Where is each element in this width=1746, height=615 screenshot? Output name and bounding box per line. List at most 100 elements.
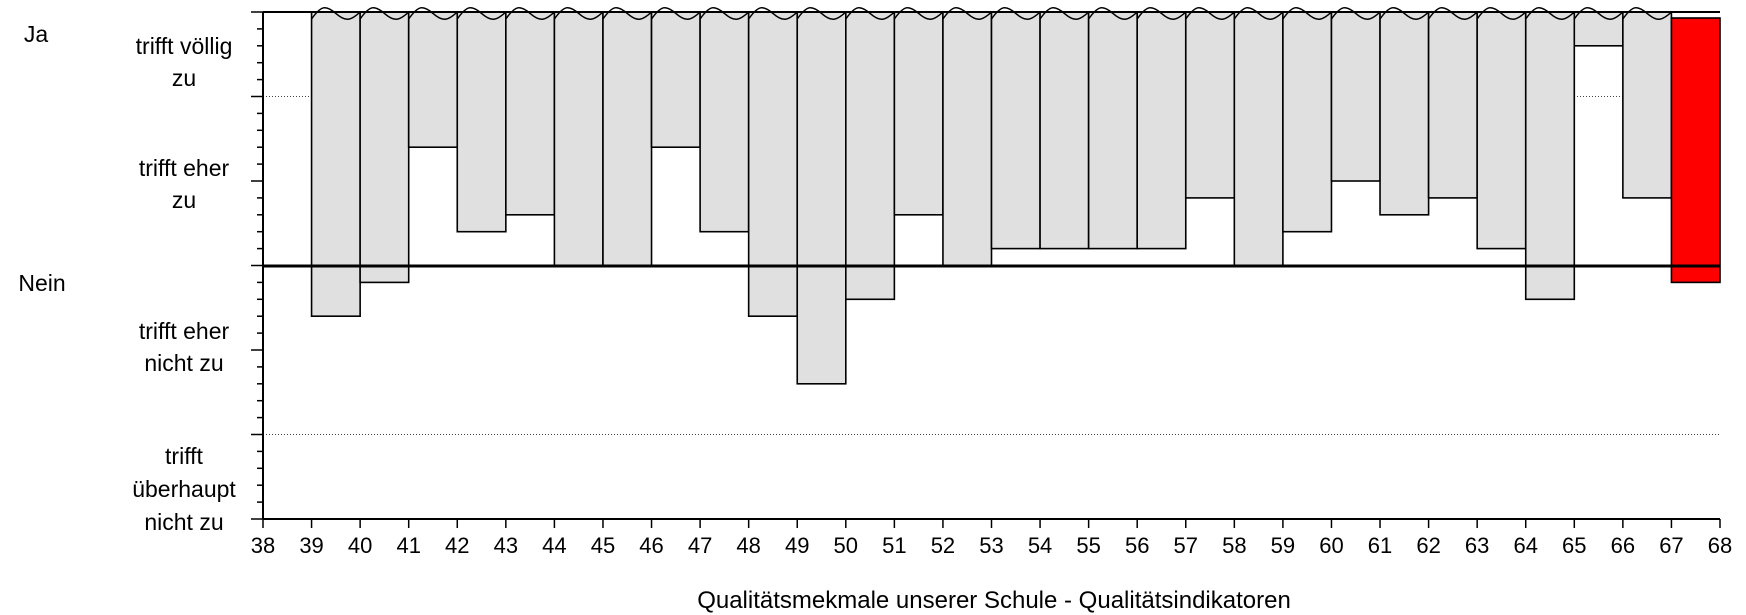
- bar-54: [1039, 11, 1090, 250]
- x-tick-label: 38: [251, 533, 275, 558]
- bar-62: [1427, 11, 1478, 199]
- bar-45: [602, 11, 653, 267]
- bar-break-59: [1282, 7, 1332, 21]
- y-level-line: trifft völlig: [136, 33, 233, 59]
- y-level-line: trifft: [165, 443, 204, 469]
- bar-break-51: [893, 7, 944, 21]
- x-tick-label: 56: [1125, 533, 1149, 558]
- bar-break-39: [310, 7, 361, 21]
- y-level-line: nicht zu: [144, 350, 223, 376]
- x-tick-label: 65: [1562, 533, 1586, 558]
- bar-49: [796, 11, 847, 385]
- x-tick-label: 64: [1513, 533, 1537, 558]
- x-tick-label: 46: [639, 533, 663, 558]
- bar-break-41: [408, 7, 458, 21]
- bar-break-61: [1379, 7, 1430, 21]
- x-tick-label: 44: [542, 533, 566, 558]
- x-tick-label: 43: [494, 533, 518, 558]
- bar-break-62: [1427, 7, 1478, 21]
- bar-break-57: [1185, 7, 1235, 21]
- bar-60: [1330, 11, 1381, 182]
- bar-break-64: [1525, 7, 1575, 21]
- x-tick-label: 59: [1271, 533, 1295, 558]
- bar-67: [1670, 17, 1721, 284]
- axes-layer: [251, 11, 1721, 528]
- x-tick-label: 50: [834, 533, 858, 558]
- x-tick-label: 40: [348, 533, 372, 558]
- y-level-label-4: trifft überhaupt nicht zu: [132, 443, 236, 535]
- y-level-line: zu: [172, 187, 196, 213]
- x-tick-label: 42: [445, 533, 469, 558]
- bar-42: [456, 11, 507, 233]
- bar-break-49: [796, 7, 847, 21]
- bar-55: [1087, 11, 1138, 250]
- bar-40: [359, 11, 410, 284]
- x-tick-label: 66: [1611, 533, 1635, 558]
- side-label-ja: Ja: [24, 21, 49, 47]
- bars-layer: [310, 7, 1721, 385]
- bar-break-58: [1233, 7, 1284, 21]
- bar-61: [1379, 11, 1430, 216]
- bar-39: [310, 11, 361, 318]
- x-tick-label: 39: [299, 533, 323, 558]
- x-tick-label: 47: [688, 533, 712, 558]
- bar-break-46: [650, 7, 701, 21]
- x-tick-label: 62: [1416, 533, 1440, 558]
- bar-46: [650, 11, 701, 148]
- x-tick-label: 48: [736, 533, 760, 558]
- x-axis-label: Qualitätsmekmale unserer Schule - Qualit…: [697, 587, 1291, 614]
- x-tick-label: 57: [1174, 533, 1198, 558]
- y-level-label-2: trifft eher zu: [139, 155, 230, 213]
- bar-56: [1136, 11, 1187, 250]
- x-tick-label: 61: [1368, 533, 1392, 558]
- bar-break-56: [1136, 7, 1187, 21]
- y-level-line: nicht zu: [144, 509, 223, 535]
- bar-57: [1184, 11, 1236, 199]
- y-level-label-3: trifft eher nicht zu: [139, 318, 230, 376]
- bar-break-66: [1622, 7, 1672, 21]
- y-level-line: trifft eher: [139, 155, 230, 181]
- bar-51: [893, 11, 944, 216]
- x-tick-label: 55: [1076, 533, 1100, 558]
- bar-52: [942, 11, 993, 267]
- bar-50: [844, 11, 896, 301]
- bar-break-48: [748, 7, 798, 21]
- x-tick-label: 60: [1319, 533, 1343, 558]
- bar-break-45: [602, 7, 653, 21]
- bar-66: [1622, 11, 1673, 199]
- x-tick-label: 53: [979, 533, 1003, 558]
- bar-48: [747, 11, 799, 318]
- x-tick-label: 51: [882, 533, 906, 558]
- bar-break-44: [553, 7, 604, 21]
- x-tick-label: 52: [931, 533, 955, 558]
- bar-58: [1233, 11, 1284, 267]
- bar-break-65: [1573, 7, 1624, 21]
- x-tick-label: 54: [1028, 533, 1052, 558]
- labels-layer: 38 39 40 41 42 43 44 45 46 47 48 49 50 51 52 53 54 55 56 57…: [132, 33, 1732, 558]
- bar-63: [1476, 11, 1527, 250]
- y-level-label-1: trifft völlig zu: [136, 33, 233, 91]
- bar-64: [1524, 11, 1576, 301]
- x-tick-label: 49: [785, 533, 809, 558]
- x-tick-label: 67: [1659, 533, 1683, 558]
- bar-break-54: [1039, 7, 1090, 21]
- bar-break-43: [505, 7, 555, 21]
- bar-41: [407, 11, 459, 148]
- y-level-line: zu: [172, 65, 196, 91]
- x-tick-label: 63: [1465, 533, 1489, 558]
- bar-break-63: [1476, 7, 1527, 21]
- bar-break-42: [456, 7, 507, 21]
- bar-break-47: [699, 7, 750, 21]
- bar-53: [990, 11, 1041, 250]
- x-tick-label: 45: [591, 533, 615, 558]
- bar-59: [1282, 11, 1333, 233]
- x-tick-label: 58: [1222, 533, 1246, 558]
- y-level-line: trifft eher: [139, 318, 230, 344]
- bar-break-60: [1330, 7, 1381, 21]
- side-label-nein: Nein: [18, 270, 65, 296]
- bar-44: [553, 11, 604, 267]
- y-level-line: überhaupt: [132, 476, 236, 502]
- bar-break-53: [990, 7, 1041, 21]
- bar-break-40: [359, 7, 410, 21]
